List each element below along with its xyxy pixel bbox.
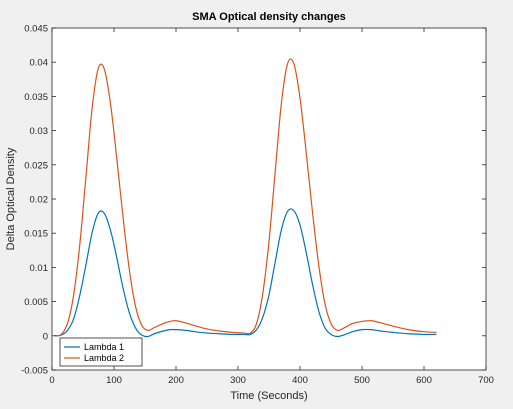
- x-tick-label: 300: [230, 375, 246, 386]
- x-tick-label: 700: [478, 375, 494, 386]
- plot-area: [52, 28, 486, 370]
- y-tick-label: 0.02: [30, 195, 49, 206]
- x-tick-label: 200: [168, 375, 184, 386]
- axis-ticks: 0 100 200 300 400 500 600 700-0.00500.0050.010.…: [21, 24, 494, 387]
- x-tick-label: 600: [416, 375, 432, 386]
- y-tick-label: 0.005: [24, 297, 48, 308]
- y-tick-label: 0: [43, 331, 48, 342]
- series-line-2: [54, 58, 437, 337]
- series-line-1: [55, 208, 437, 338]
- x-axis-label: Time (Seconds): [230, 390, 307, 402]
- series-lines: [54, 58, 437, 338]
- y-tick-label: 0.03: [30, 126, 49, 137]
- x-tick-label: 400: [292, 375, 308, 386]
- y-tick-label: 0.04: [30, 58, 49, 69]
- y-tick-label: -0.005: [21, 366, 48, 377]
- y-axis-label: Delta Optical Density: [5, 147, 17, 250]
- x-tick-label: 500: [354, 375, 370, 386]
- legend-box: [59, 337, 143, 367]
- y-tick-label: 0.035: [24, 92, 48, 103]
- x-tick-label: 100: [106, 375, 122, 386]
- y-tick-label: 0.045: [24, 24, 48, 35]
- y-tick-label: 0.025: [24, 160, 48, 171]
- x-tick-label: 0: [49, 375, 54, 386]
- y-tick-label: 0.015: [24, 229, 48, 240]
- chart-title: SMA Optical density changes: [192, 11, 346, 23]
- legend-label-1: Lambda 1: [84, 342, 124, 352]
- legend-label-2: Lambda 2: [84, 353, 124, 363]
- y-tick-label: 0.01: [30, 263, 49, 274]
